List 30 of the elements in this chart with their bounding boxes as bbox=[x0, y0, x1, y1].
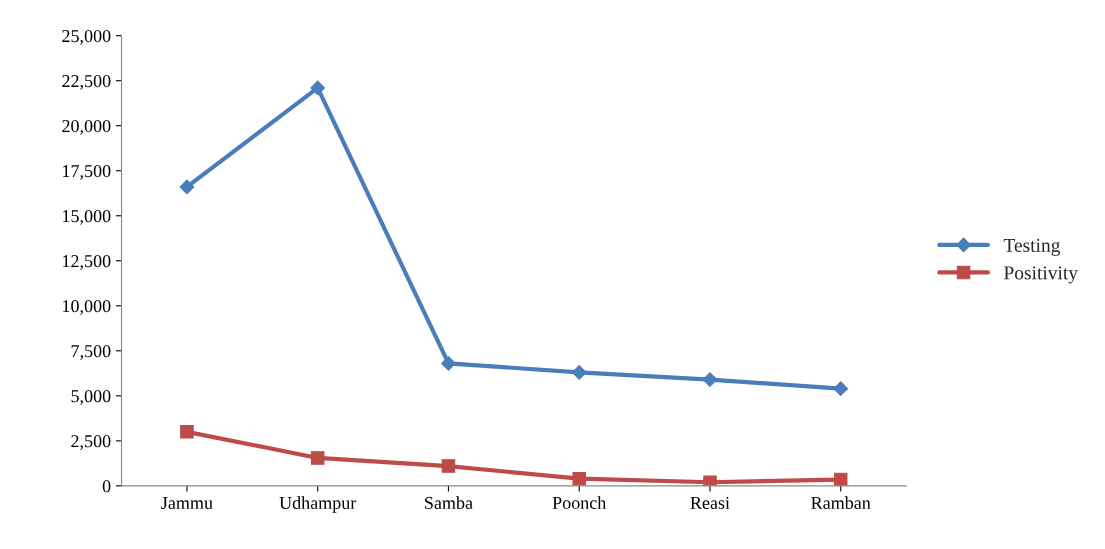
point bbox=[571, 365, 587, 380]
legend-label: Testing bbox=[1003, 238, 1061, 256]
y-tick-label: 15,000 bbox=[63, 210, 111, 225]
x-tick-label: Udhampur bbox=[279, 496, 357, 513]
y-tick-label: 10,000 bbox=[63, 300, 111, 315]
point bbox=[703, 475, 717, 486]
y-tick-label: 12,500 bbox=[63, 255, 111, 270]
y-tick-label: 20,000 bbox=[62, 119, 111, 135]
x-tick-label: Samba bbox=[425, 496, 473, 509]
point bbox=[179, 179, 195, 195]
point bbox=[310, 80, 326, 96]
y-tick-label: 22,500 bbox=[62, 74, 111, 90]
y-tick-label: 5,000 bbox=[71, 390, 111, 405]
point bbox=[180, 425, 194, 439]
y-tick-label: 17,500 bbox=[63, 165, 111, 180]
y-tick-label: 2,500 bbox=[71, 435, 111, 450]
x-tick-label: Poonch bbox=[552, 496, 607, 509]
legend-label: Positivity bbox=[1004, 266, 1078, 284]
y-tick-label: 7,500 bbox=[71, 345, 111, 360]
x-tick-label: Ramban bbox=[811, 496, 871, 509]
point bbox=[833, 381, 849, 397]
point bbox=[310, 451, 325, 465]
x-tick-label: Jammu bbox=[161, 496, 213, 509]
point bbox=[441, 356, 456, 371]
point bbox=[441, 459, 456, 473]
y-tick-label: 0 bbox=[102, 480, 111, 493]
point bbox=[572, 471, 586, 486]
point bbox=[702, 372, 718, 388]
x-tick-label: Reasi bbox=[690, 496, 730, 509]
y-tick-label: 25,000 bbox=[62, 29, 111, 45]
